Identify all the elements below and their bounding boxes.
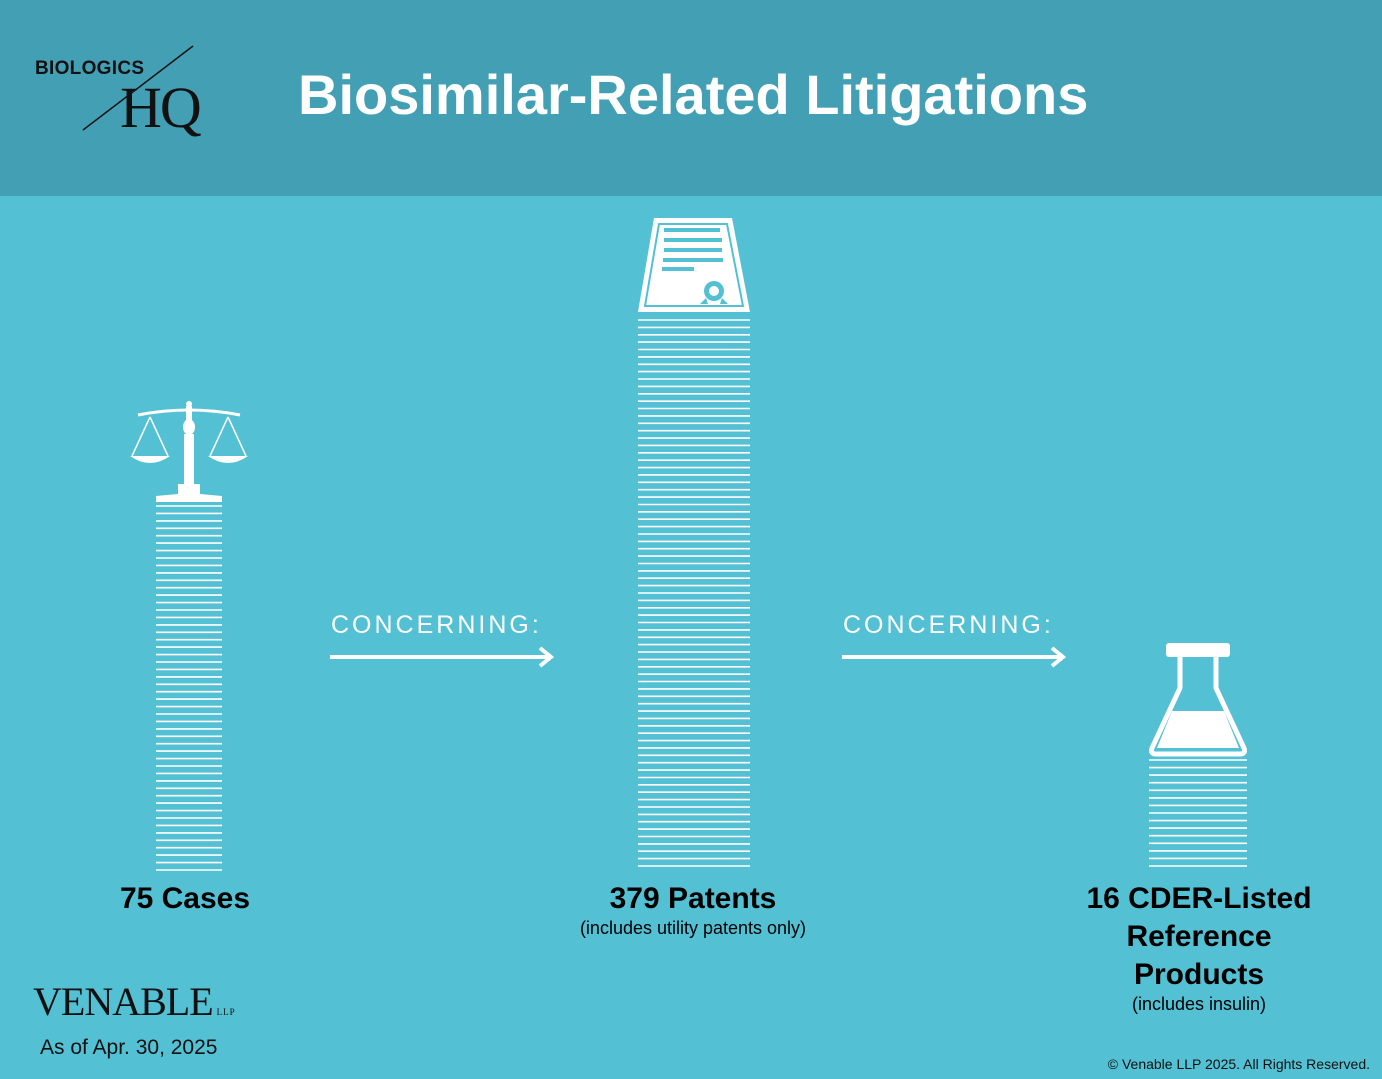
- venable-llp: LLP: [216, 1007, 236, 1017]
- page-title: Biosimilar-Related Litigations: [298, 63, 1089, 126]
- reference-products-stack: [1146, 640, 1250, 871]
- logo-slash-icon: [82, 45, 194, 131]
- copyright-notice: © Venable LLP 2025. All Rights Reserved.: [1107, 1056, 1370, 1072]
- arrow-right-icon: [330, 646, 555, 668]
- scales-of-justice-icon: [130, 401, 248, 871]
- logo-top-text: BIOLOGICS: [35, 58, 145, 79]
- flask-icon: [1149, 643, 1247, 867]
- reference-products-bar-lines: [1149, 759, 1247, 867]
- venable-logo: VENABLE LLP: [33, 978, 236, 1025]
- patents-bar-lines: [638, 319, 750, 867]
- biologics-hq-logo: BIOLOGICS HQ: [30, 40, 250, 155]
- logo-hq-text: HQ: [120, 75, 202, 140]
- cases-label: 75 Cases: [119, 882, 251, 915]
- header-banner: BIOLOGICS HQ Biosimilar-Related Litigati…: [0, 0, 1382, 196]
- concerning-label-2: CONCERNING:: [843, 611, 1054, 639]
- patents-note: (includes utility patents only): [579, 918, 807, 938]
- patent-certificate-icon: [638, 218, 750, 867]
- patents-label: 379 Patents: [609, 882, 777, 915]
- as-of-date: As of Apr. 30, 2025: [40, 1036, 218, 1059]
- cases-bar-lines: [156, 505, 222, 871]
- concerning-label-1: CONCERNING:: [331, 611, 542, 639]
- arrow-right-icon: [842, 646, 1067, 668]
- patents-stack: [636, 216, 752, 871]
- reference-products-note: (includes insulin): [1131, 994, 1267, 1014]
- venable-brand: VENABLE: [33, 979, 214, 1024]
- reference-products-label: 16 CDER-Listed Reference Products: [1086, 882, 1312, 991]
- cases-stack: [128, 400, 250, 875]
